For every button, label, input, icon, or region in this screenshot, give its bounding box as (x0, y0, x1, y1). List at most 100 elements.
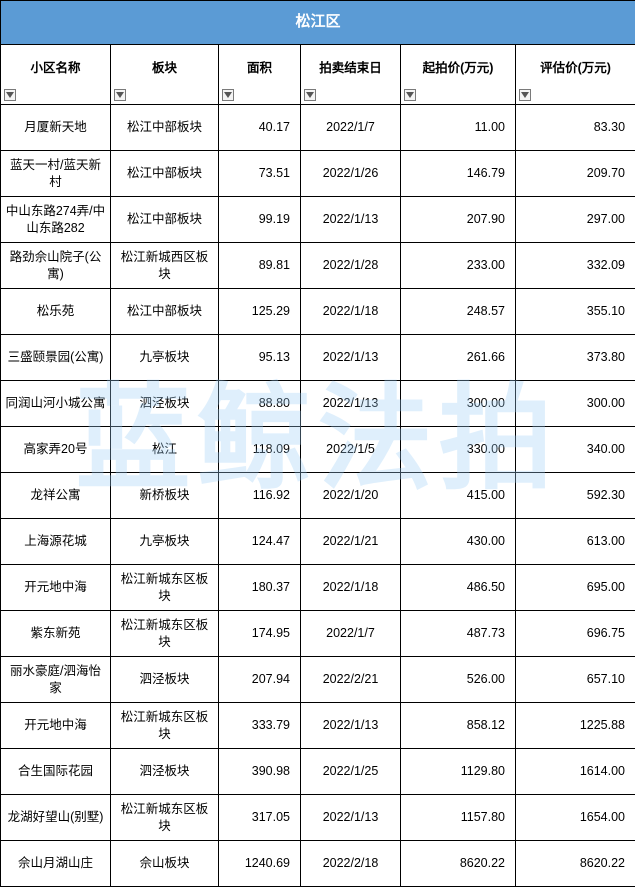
cell-name: 松乐苑 (1, 289, 111, 335)
cell-end_date: 2022/1/21 (301, 519, 401, 565)
cell-end_date: 2022/1/7 (301, 611, 401, 657)
header-row: 小区名称 板块 面积 拍卖结束日 起拍价(万元) 评估价(万元) (1, 45, 635, 105)
column-header-name: 小区名称 (1, 45, 111, 105)
table-row: 同润山河小城公寓泗泾板块88.802022/1/13300.00300.00 (1, 381, 635, 427)
cell-name: 开元地中海 (1, 565, 111, 611)
cell-area: 390.98 (219, 749, 301, 795)
filter-dropdown-icon[interactable] (4, 89, 16, 101)
cell-eval_price: 83.30 (516, 105, 635, 151)
cell-start_price: 415.00 (401, 473, 516, 519)
cell-area: 207.94 (219, 657, 301, 703)
cell-area: 124.47 (219, 519, 301, 565)
title-row: 松江区 (1, 1, 635, 45)
cell-area: 73.51 (219, 151, 301, 197)
cell-block: 泗泾板块 (111, 657, 219, 703)
cell-block: 松江新城东区板块 (111, 565, 219, 611)
table-row: 上海源花城九亭板块124.472022/1/21430.00613.00 (1, 519, 635, 565)
cell-area: 116.92 (219, 473, 301, 519)
filter-dropdown-icon[interactable] (114, 89, 126, 101)
column-label: 板块 (152, 61, 177, 75)
cell-start_price: 233.00 (401, 243, 516, 289)
cell-start_price: 430.00 (401, 519, 516, 565)
column-header-eval_price: 评估价(万元) (516, 45, 635, 105)
cell-name: 佘山月湖山庄 (1, 841, 111, 887)
cell-eval_price: 340.00 (516, 427, 635, 473)
cell-start_price: 207.90 (401, 197, 516, 243)
cell-eval_price: 332.09 (516, 243, 635, 289)
cell-block: 松江中部板块 (111, 289, 219, 335)
cell-start_price: 487.73 (401, 611, 516, 657)
filter-dropdown-icon[interactable] (304, 89, 316, 101)
cell-end_date: 2022/1/7 (301, 105, 401, 151)
cell-block: 松江新城东区板块 (111, 611, 219, 657)
cell-end_date: 2022/1/18 (301, 289, 401, 335)
cell-block: 松江中部板块 (111, 151, 219, 197)
table-row: 佘山月湖山庄佘山板块1240.692022/2/188620.228620.22 (1, 841, 635, 887)
cell-eval_price: 592.30 (516, 473, 635, 519)
table-row: 月厦新天地松江中部板块40.172022/1/711.0083.30 (1, 105, 635, 151)
cell-block: 泗泾板块 (111, 749, 219, 795)
cell-end_date: 2022/1/18 (301, 565, 401, 611)
cell-end_date: 2022/1/13 (301, 703, 401, 749)
cell-block: 松江 (111, 427, 219, 473)
cell-eval_price: 1225.88 (516, 703, 635, 749)
cell-eval_price: 613.00 (516, 519, 635, 565)
column-label: 面积 (247, 61, 272, 75)
cell-area: 95.13 (219, 335, 301, 381)
column-header-end_date: 拍卖结束日 (301, 45, 401, 105)
cell-name: 蓝天一村/蓝天新村 (1, 151, 111, 197)
property-table: 松江区 小区名称板块面积拍卖结束日起拍价(万元)评估价(万元) 月厦新天地松江中… (0, 0, 635, 887)
cell-block: 九亭板块 (111, 519, 219, 565)
cell-start_price: 1157.80 (401, 795, 516, 841)
cell-eval_price: 300.00 (516, 381, 635, 427)
cell-eval_price: 209.70 (516, 151, 635, 197)
cell-area: 89.81 (219, 243, 301, 289)
table-row: 丽水豪庭/泗海怡家泗泾板块207.942022/2/21526.00657.10 (1, 657, 635, 703)
cell-name: 路劲佘山院子(公寓) (1, 243, 111, 289)
cell-start_price: 11.00 (401, 105, 516, 151)
cell-name: 高家弄20号 (1, 427, 111, 473)
cell-name: 月厦新天地 (1, 105, 111, 151)
cell-name: 同润山河小城公寓 (1, 381, 111, 427)
cell-area: 99.19 (219, 197, 301, 243)
cell-name: 上海源花城 (1, 519, 111, 565)
cell-eval_price: 657.10 (516, 657, 635, 703)
cell-eval_price: 8620.22 (516, 841, 635, 887)
cell-end_date: 2022/1/13 (301, 335, 401, 381)
table-row: 龙祥公寓新桥板块116.922022/1/20415.00592.30 (1, 473, 635, 519)
column-label: 起拍价(万元) (423, 61, 494, 75)
table-row: 开元地中海松江新城东区板块180.372022/1/18486.50695.00 (1, 565, 635, 611)
table-row: 蓝天一村/蓝天新村松江中部板块73.512022/1/26146.79209.7… (1, 151, 635, 197)
cell-start_price: 486.50 (401, 565, 516, 611)
cell-start_price: 248.57 (401, 289, 516, 335)
column-header-start_price: 起拍价(万元) (401, 45, 516, 105)
cell-start_price: 300.00 (401, 381, 516, 427)
cell-area: 40.17 (219, 105, 301, 151)
cell-start_price: 1129.80 (401, 749, 516, 795)
cell-start_price: 146.79 (401, 151, 516, 197)
cell-name: 开元地中海 (1, 703, 111, 749)
cell-start_price: 858.12 (401, 703, 516, 749)
cell-name: 中山东路274弄/中山东路282 (1, 197, 111, 243)
cell-block: 松江新城东区板块 (111, 795, 219, 841)
cell-area: 174.95 (219, 611, 301, 657)
cell-end_date: 2022/1/25 (301, 749, 401, 795)
cell-end_date: 2022/1/13 (301, 795, 401, 841)
column-header-block: 板块 (111, 45, 219, 105)
column-label: 评估价(万元) (540, 61, 611, 75)
cell-block: 泗泾板块 (111, 381, 219, 427)
cell-block: 九亭板块 (111, 335, 219, 381)
filter-dropdown-icon[interactable] (519, 89, 531, 101)
filter-dropdown-icon[interactable] (404, 89, 416, 101)
table-row: 中山东路274弄/中山东路282松江中部板块99.192022/1/13207.… (1, 197, 635, 243)
column-label: 小区名称 (30, 61, 80, 75)
cell-area: 317.05 (219, 795, 301, 841)
filter-dropdown-icon[interactable] (222, 89, 234, 101)
cell-eval_price: 297.00 (516, 197, 635, 243)
cell-block: 松江新城东区板块 (111, 703, 219, 749)
column-header-area: 面积 (219, 45, 301, 105)
cell-name: 龙湖好望山(别墅) (1, 795, 111, 841)
cell-eval_price: 1654.00 (516, 795, 635, 841)
cell-area: 88.80 (219, 381, 301, 427)
cell-end_date: 2022/1/28 (301, 243, 401, 289)
